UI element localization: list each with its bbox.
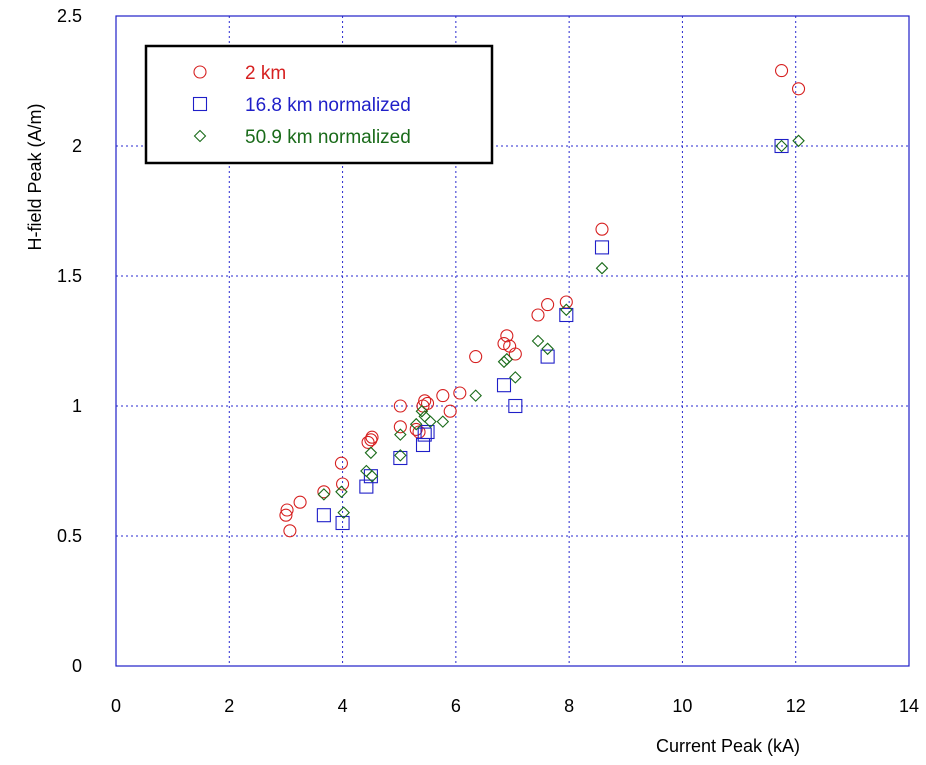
legend: 2 km 16.8 km normalized 50.9 km normalized bbox=[144, 44, 494, 165]
legend-label: 16.8 km normalized bbox=[245, 95, 411, 116]
legend-label: 50.9 km normalized bbox=[245, 127, 411, 148]
data-point-diamond bbox=[335, 485, 348, 499]
data-point-circle bbox=[365, 430, 379, 444]
data-point-circle bbox=[791, 82, 806, 96]
x-tick-label: 2 bbox=[224, 696, 234, 716]
data-point-diamond bbox=[497, 355, 511, 369]
data-point-diamond bbox=[394, 428, 407, 441]
data-point-diamond bbox=[500, 352, 514, 366]
y-tick-labels: 0 0.5 1 1.5 2 2.5 bbox=[57, 6, 82, 676]
data-point-diamond bbox=[415, 404, 429, 418]
data-point-diamond bbox=[394, 449, 407, 462]
series-circle bbox=[279, 64, 806, 538]
data-point-diamond bbox=[436, 415, 450, 428]
data-point-square bbox=[774, 138, 789, 154]
data-point-circle bbox=[508, 347, 522, 361]
x-tick-labels: 0 2 4 6 8 10 12 14 bbox=[111, 696, 919, 716]
y-tick-label: 0 bbox=[72, 656, 82, 676]
data-point-circle bbox=[531, 308, 545, 322]
data-point-diamond bbox=[317, 488, 331, 501]
data-point-circle bbox=[334, 456, 348, 470]
y-axis-label: H-field Peak (A/m) bbox=[25, 103, 45, 250]
data-point-circle bbox=[443, 404, 457, 418]
data-point-diamond bbox=[531, 334, 545, 348]
data-point-diamond bbox=[424, 415, 437, 428]
data-point-circle bbox=[541, 298, 555, 312]
y-tick-label: 0.5 bbox=[57, 526, 82, 546]
y-tick-label: 2 bbox=[72, 136, 82, 156]
data-point-square bbox=[496, 378, 512, 393]
data-point-square bbox=[393, 450, 408, 466]
x-tick-label: 0 bbox=[111, 696, 121, 716]
data-point-circle bbox=[293, 495, 307, 509]
legend-marker-diamond bbox=[193, 129, 207, 143]
legend-marker-square bbox=[192, 96, 208, 112]
data-point-circle bbox=[775, 64, 789, 78]
data-point-square bbox=[540, 349, 555, 364]
data-point-circle bbox=[500, 329, 514, 343]
data-point-diamond bbox=[792, 134, 805, 148]
x-tick-label: 8 bbox=[564, 696, 574, 716]
series-square bbox=[316, 138, 789, 531]
x-tick-label: 4 bbox=[338, 696, 348, 716]
data-point-circle bbox=[336, 477, 350, 491]
data-point-square bbox=[359, 479, 374, 494]
data-point-diamond bbox=[469, 389, 482, 402]
x-tick-label: 12 bbox=[786, 696, 806, 716]
data-point-square bbox=[508, 398, 523, 414]
data-point-circle bbox=[393, 420, 407, 434]
data-point-circle bbox=[393, 399, 407, 413]
data-point-circle bbox=[409, 422, 423, 436]
data-point-diamond bbox=[541, 342, 554, 356]
data-point-circle bbox=[280, 503, 294, 517]
data-point-diamond bbox=[560, 303, 573, 317]
data-point-square bbox=[316, 508, 331, 523]
data-point-diamond bbox=[409, 417, 423, 431]
x-axis-label: Current Peak (kA) bbox=[656, 736, 800, 756]
x-tick-label: 10 bbox=[672, 696, 692, 716]
legend-box bbox=[144, 44, 494, 165]
data-point-diamond bbox=[337, 506, 350, 519]
data-point-circle bbox=[469, 350, 483, 364]
x-tick-label: 6 bbox=[451, 696, 461, 716]
y-tick-label: 2.5 bbox=[57, 6, 82, 26]
legend-marker-circle bbox=[193, 65, 207, 79]
x-tick-label: 14 bbox=[899, 696, 919, 716]
data-point-diamond bbox=[364, 446, 378, 460]
data-point-square bbox=[559, 307, 574, 323]
y-tick-label: 1 bbox=[72, 396, 82, 416]
legend-label: 2 km bbox=[245, 63, 286, 84]
plot-border bbox=[115, 15, 910, 667]
grid-lines bbox=[116, 16, 909, 666]
data-point-circle bbox=[420, 396, 435, 410]
data-point-circle bbox=[418, 394, 432, 408]
data-points bbox=[279, 64, 806, 538]
data-point-diamond bbox=[775, 139, 788, 153]
data-point-circle bbox=[453, 386, 467, 400]
data-point-square bbox=[420, 424, 435, 440]
data-point-square bbox=[594, 240, 610, 255]
data-point-diamond bbox=[595, 261, 609, 275]
data-point-circle bbox=[497, 337, 511, 351]
series-diamond bbox=[317, 134, 805, 519]
data-point-circle bbox=[595, 222, 609, 236]
data-point-diamond bbox=[365, 469, 379, 483]
data-point-circle bbox=[279, 508, 293, 522]
data-point-circle bbox=[317, 485, 331, 499]
data-point-circle bbox=[283, 524, 297, 538]
data-point-diamond bbox=[509, 371, 522, 384]
data-point-circle bbox=[436, 389, 450, 403]
data-point-square bbox=[417, 427, 432, 442]
y-tick-label: 1.5 bbox=[57, 266, 82, 286]
